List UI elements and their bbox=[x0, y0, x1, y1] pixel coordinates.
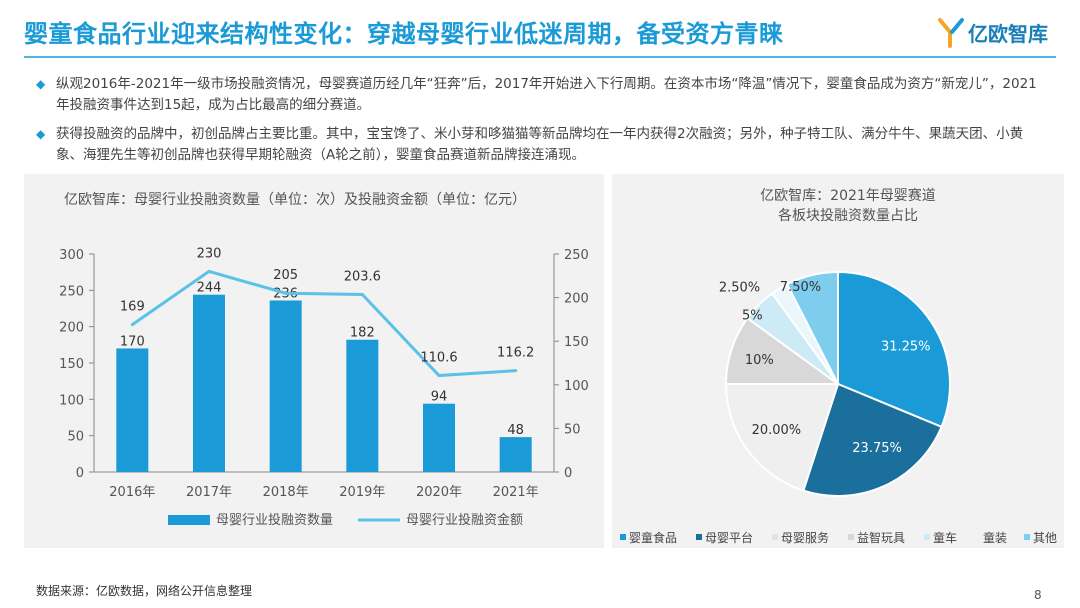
x-tick-label: 2020年 bbox=[416, 485, 462, 500]
pie-slice-label: 31.25% bbox=[881, 339, 931, 354]
legend-label: 母婴平台 bbox=[705, 530, 753, 545]
line-value-label: 205 bbox=[273, 268, 298, 283]
pie-slice bbox=[837, 270, 951, 429]
pie-title: 各板块投融资数量占比 bbox=[778, 208, 918, 224]
left-tick-label: 300 bbox=[59, 248, 84, 263]
chart-title: 亿欧智库：母婴行业投融资数量（单位：次）及投融资金额（单位：亿元） bbox=[64, 192, 526, 208]
bar-value-label: 170 bbox=[120, 334, 145, 349]
bar-value-label: 94 bbox=[431, 390, 448, 405]
legend-swatch bbox=[1024, 534, 1030, 540]
brand-logo: 亿欧智库 bbox=[938, 14, 1048, 50]
right-tick-label: 100 bbox=[564, 379, 589, 394]
legend-label: 童装 bbox=[983, 530, 1007, 545]
line-value-label: 169 bbox=[120, 300, 145, 315]
bullet-text: 获得投融资的品牌中，初创品牌占主要比重。其中，宝宝馋了、米小芽和哆猫猫等新品牌均… bbox=[56, 126, 1024, 163]
legend-label: 益智玩具 bbox=[857, 530, 905, 545]
line-point bbox=[284, 291, 288, 295]
bar-value-label: 48 bbox=[507, 423, 524, 438]
line-value-label: 230 bbox=[197, 246, 222, 261]
logo-text: 亿欧智库 bbox=[968, 21, 1048, 46]
diamond-bullet-icon: ◆ bbox=[36, 127, 46, 141]
header-divider bbox=[24, 56, 1056, 58]
line-value-label: 203.6 bbox=[344, 269, 381, 284]
left-tick-label: 100 bbox=[59, 393, 84, 408]
line-value-label: 110.6 bbox=[420, 351, 457, 366]
x-tick-label: 2018年 bbox=[263, 485, 309, 500]
pie-slice-label: 7.50% bbox=[780, 280, 821, 295]
legend-swatch bbox=[924, 534, 930, 540]
bar bbox=[116, 348, 149, 472]
line-point bbox=[207, 269, 211, 273]
right-tick-label: 150 bbox=[564, 335, 589, 350]
bullet-text: 纵观2016年-2021年一级市场投融资情况，母婴赛道历经几年“狂奔”后，201… bbox=[56, 76, 1037, 113]
page-number: 8 bbox=[1034, 588, 1042, 602]
line-point bbox=[130, 323, 134, 327]
legend-label: 童车 bbox=[933, 530, 957, 545]
bullet-list: ◆ 纵观2016年-2021年一级市场投融资情况，母婴赛道历经几年“狂奔”后，2… bbox=[36, 74, 1046, 174]
line-point bbox=[514, 369, 518, 373]
left-tick-label: 0 bbox=[76, 466, 84, 481]
legend-swatch bbox=[772, 534, 778, 540]
yiou-logo-icon bbox=[938, 18, 964, 48]
x-tick-label: 2019年 bbox=[339, 485, 385, 500]
data-source: 数据来源：亿欧数据，网络公开信息整理 bbox=[36, 584, 253, 598]
bullet-item: ◆ 纵观2016年-2021年一级市场投融资情况，母婴赛道历经几年“狂奔”后，2… bbox=[36, 74, 1046, 116]
pie-title: 亿欧智库：2021年母婴赛道 bbox=[760, 188, 936, 204]
left-tick-label: 50 bbox=[67, 430, 84, 445]
left-tick-label: 200 bbox=[59, 321, 84, 336]
legend-bar-label: 母婴行业投融资数量 bbox=[216, 512, 333, 528]
pie-chart-panel: 亿欧智库：2021年母婴赛道 各板块投融资数量占比 31.25% 23.75% 20.0… bbox=[612, 174, 1064, 548]
pie-slice bbox=[785, 270, 839, 385]
legend-label: 婴童食品 bbox=[629, 530, 677, 545]
line-point bbox=[437, 374, 441, 378]
pie-slice bbox=[802, 382, 943, 497]
left-tick-label: 150 bbox=[59, 357, 84, 372]
pie-slice-label: 10% bbox=[745, 353, 774, 368]
pie-slice-label: 2.50% bbox=[719, 281, 760, 296]
pie-slice-label: 20.00% bbox=[752, 423, 802, 438]
legend-bar-swatch bbox=[168, 515, 210, 525]
legend-label: 其他 bbox=[1033, 531, 1057, 545]
x-tick-label: 2016年 bbox=[109, 485, 155, 500]
bullet-item: ◆ 获得投融资的品牌中，初创品牌占主要比重。其中，宝宝馋了、米小芽和哆猫猫等新品… bbox=[36, 124, 1046, 166]
page-title: 婴童食品行业迎来结构性变化：穿越母婴行业低迷周期，备受资方青睐 bbox=[24, 20, 784, 48]
combo-chart: 亿欧智库：母婴行业投融资数量（单位：次）及投融资金额（单位：亿元） 0 50 100 1… bbox=[59, 192, 589, 528]
diamond-bullet-icon: ◆ bbox=[36, 77, 46, 91]
line-point bbox=[360, 292, 364, 296]
pie-slice bbox=[724, 383, 840, 492]
legend-label: 母婴服务 bbox=[781, 530, 829, 545]
legend-swatch bbox=[848, 534, 854, 540]
bar bbox=[346, 339, 379, 472]
bar-value-label: 182 bbox=[350, 326, 375, 341]
line-value-label: 116.2 bbox=[497, 346, 534, 361]
left-tick-label: 250 bbox=[59, 284, 84, 299]
bar bbox=[269, 300, 302, 472]
right-tick-label: 50 bbox=[564, 422, 581, 437]
bar-value-label: 244 bbox=[197, 281, 222, 296]
line-series bbox=[131, 269, 516, 378]
legend-line-label: 母婴行业投融资金额 bbox=[406, 512, 523, 528]
right-tick-label: 250 bbox=[564, 248, 589, 263]
legend-swatch bbox=[696, 534, 702, 540]
legend-swatch bbox=[974, 534, 980, 540]
x-tick-label: 2017年 bbox=[186, 485, 232, 500]
bar bbox=[423, 403, 455, 472]
right-tick-label: 0 bbox=[564, 466, 572, 481]
x-tick-label: 2021年 bbox=[493, 485, 539, 500]
bar bbox=[193, 294, 225, 472]
pie-slice-label: 5% bbox=[742, 308, 763, 323]
legend-swatch bbox=[620, 534, 626, 540]
bar bbox=[499, 437, 532, 472]
combo-chart-panel: 亿欧智库：母婴行业投融资数量（单位：次）及投融资金额（单位：亿元） 0 50 100 1… bbox=[24, 174, 604, 548]
pie-slice-label: 23.75% bbox=[852, 441, 902, 456]
right-tick-label: 200 bbox=[564, 292, 589, 307]
